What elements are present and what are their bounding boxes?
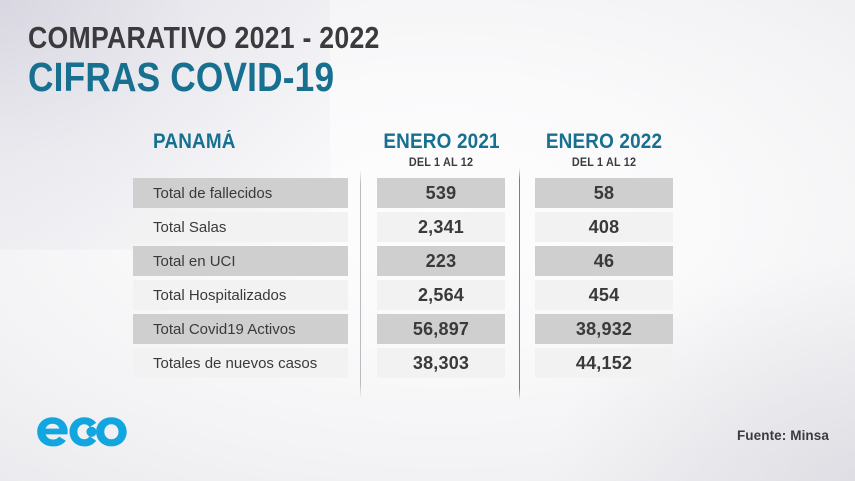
row-label-text: Totales de nuevos casos	[153, 354, 318, 372]
row-value-enero-2022-text: 38,932	[575, 318, 633, 339]
column-header-enero-2021-title: ENERO 2021	[383, 130, 500, 153]
row-label-text: Total en UCI	[153, 252, 236, 270]
row-label-cell: Total en UCI	[133, 246, 348, 276]
source-credit: Fuente: Minsa	[736, 428, 829, 443]
table-row: Totales de nuevos casos 38,303 44,152	[133, 348, 693, 378]
row-value-enero-2022: 454	[535, 280, 673, 310]
column-header-enero-2021-subtitle: DEL 1 AL 12	[408, 157, 474, 169]
table-row: Total Hospitalizados 2,564 454	[133, 280, 693, 310]
table-header-row: PANAMÁ ENERO 2021 DEL 1 AL 12 ENERO 2022…	[133, 130, 693, 178]
row-value-enero-2021: 2,341	[377, 212, 505, 242]
row-value-enero-2021-text: 2,564	[417, 284, 465, 305]
eco-logo	[36, 414, 128, 455]
row-value-enero-2022: 44,152	[535, 348, 673, 378]
page-title-comparative: COMPARATIVO 2021 - 2022	[28, 20, 380, 55]
row-value-enero-2021-text: 38,303	[412, 352, 470, 373]
row-value-enero-2021: 38,303	[377, 348, 505, 378]
column-divider-left	[360, 170, 361, 398]
column-header-country-title: PANAMÁ	[153, 130, 236, 153]
eco-logo-dot	[86, 426, 97, 437]
column-header-enero-2022-subtitle: DEL 1 AL 12	[571, 157, 637, 169]
title-block: COMPARATIVO 2021 - 2022 CIFRAS COVID-19	[28, 20, 437, 101]
row-label-text: Total Salas	[153, 218, 227, 236]
row-value-enero-2021-text: 56,897	[412, 318, 470, 339]
column-header-enero-2022-title: ENERO 2022	[545, 130, 663, 153]
row-value-enero-2021-text: 223	[425, 250, 457, 271]
row-label-text: Total Covid19 Activos	[153, 320, 296, 338]
row-value-enero-2021: 223	[377, 246, 505, 276]
eco-logo-icon	[37, 417, 127, 447]
row-value-enero-2021: 56,897	[377, 314, 505, 344]
row-value-enero-2022-text: 44,152	[575, 352, 633, 373]
row-label-cell: Total Covid19 Activos	[133, 314, 348, 344]
row-label-cell: Total Salas	[133, 212, 348, 242]
table-row: Total Covid19 Activos 56,897 38,932	[133, 314, 693, 344]
table-row: Total de fallecidos 539 58	[133, 178, 693, 208]
row-label-cell: Totales de nuevos casos	[133, 348, 348, 378]
row-label-cell: Total de fallecidos	[133, 178, 348, 208]
row-label-text: Total Hospitalizados	[153, 286, 287, 304]
row-value-enero-2022-text: 408	[588, 216, 620, 237]
row-value-enero-2022: 408	[535, 212, 673, 242]
column-header-country: PANAMÁ	[153, 130, 353, 154]
column-header-enero-2021: ENERO 2021 DEL 1 AL 12	[377, 130, 505, 169]
row-value-enero-2021: 2,564	[377, 280, 505, 310]
column-header-enero-2022: ENERO 2022 DEL 1 AL 12	[535, 130, 673, 169]
row-value-enero-2022: 38,932	[535, 314, 673, 344]
row-value-enero-2021: 539	[377, 178, 505, 208]
column-divider-right	[519, 168, 520, 400]
row-value-enero-2022-text: 58	[593, 182, 615, 203]
row-value-enero-2022: 58	[535, 178, 673, 208]
row-label-cell: Total Hospitalizados	[133, 280, 348, 310]
row-value-enero-2021-text: 2,341	[417, 216, 465, 237]
row-value-enero-2022-text: 454	[588, 284, 620, 305]
table-row: Total en UCI 223 46	[133, 246, 693, 276]
row-value-enero-2021-text: 539	[425, 182, 457, 203]
table-row: Total Salas 2,341 408	[133, 212, 693, 242]
row-value-enero-2022-text: 46	[593, 250, 615, 271]
row-value-enero-2022: 46	[535, 246, 673, 276]
row-label-text: Total de fallecidos	[153, 184, 273, 202]
table-body: Total de fallecidos 539 58 Total Salas 2,341…	[133, 178, 693, 378]
page-title-main: CIFRAS COVID-19	[28, 54, 335, 101]
comparison-table: PANAMÁ ENERO 2021 DEL 1 AL 12 ENERO 2022…	[133, 130, 693, 378]
